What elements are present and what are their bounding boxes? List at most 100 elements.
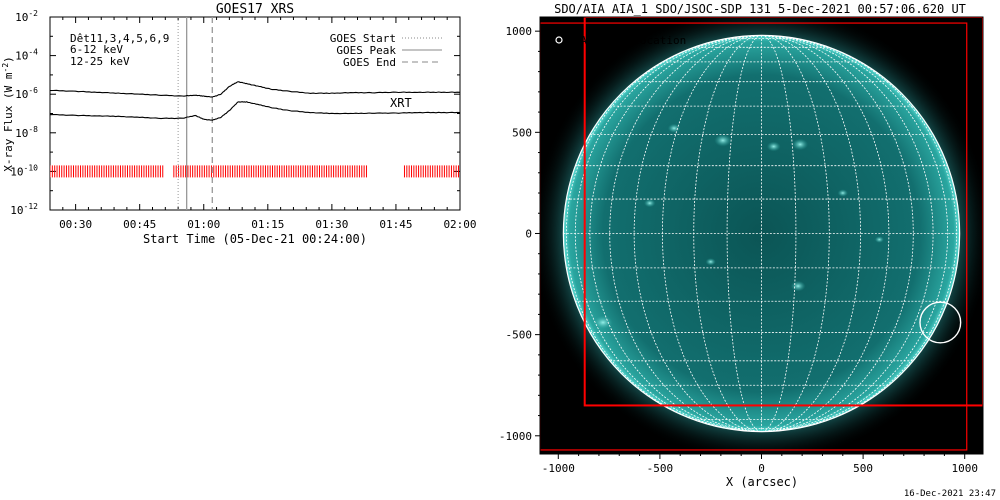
aia-title: SDO/AIA AIA_1 SDO/JSOC-SDP 131 5-Dec-202…	[554, 2, 966, 16]
aia-x-tick-label: 1000	[951, 462, 978, 475]
active-region	[593, 315, 613, 330]
longitude-line	[761, 35, 830, 432]
flare-legend-icon	[555, 36, 563, 44]
y-tick-label: 10-2	[15, 9, 38, 24]
longitude-line	[761, 35, 890, 432]
x-tick-label: 01:00	[187, 218, 220, 231]
aia-x-tick-label: -500	[647, 462, 674, 475]
legend-goes-start-label: GOES Start	[330, 32, 396, 45]
aia-y-tick-label: 1000	[506, 25, 533, 38]
y-axis-label: X-ray Flux (W m-2)	[1, 56, 15, 172]
legend-goes-end-label: GOES End	[343, 56, 396, 69]
goes-short-channel-line	[50, 101, 460, 121]
legend-right: GOES Start GOES Peak GOES End	[330, 32, 442, 69]
x-tick-label: 01:45	[379, 218, 412, 231]
y-tick-base: 10	[10, 204, 23, 217]
y-tick-exponent: -2	[28, 9, 38, 18]
y-axis-label-suffix: )	[2, 56, 15, 63]
active-region	[667, 123, 681, 133]
longitude-line	[566, 35, 762, 432]
y-tick-label: 10-6	[15, 86, 38, 101]
active-region	[705, 258, 716, 266]
aia-y-tick-label: 0	[525, 227, 532, 240]
x-axis-ticks: 00:30 00:45 01:00 01:15 01:30 01:45 02:00	[59, 17, 477, 231]
y-tick-label: 10-8	[15, 125, 38, 140]
aia-x-axis-label: X (arcsec)	[726, 475, 798, 489]
flare-location-circle	[919, 301, 962, 344]
legend-detectors: Dêt11,3,4,5,6,9	[70, 32, 169, 45]
active-region	[790, 280, 806, 292]
y-tick-base: 10	[15, 88, 28, 101]
longitude-line	[761, 35, 934, 432]
longitude-line	[761, 35, 948, 432]
longitude-line	[761, 35, 861, 432]
longitude-line	[575, 35, 762, 432]
aia-x-tick-label: 0	[758, 462, 765, 475]
y-tick-label: 10-4	[15, 48, 38, 63]
aia-y-tick-label: 500	[512, 126, 532, 139]
active-region	[766, 141, 781, 152]
longitude-line	[609, 35, 762, 432]
aia-legend: AIA flare location	[555, 34, 686, 47]
legend-left: Dêt11,3,4,5,6,9 6-12 keV 12-25 keV	[70, 32, 169, 68]
xrt-fov-inner-box	[583, 17, 983, 407]
goes-title: GOES17 XRS	[216, 2, 294, 17]
y-tick-base: 10	[10, 165, 23, 178]
x-tick-label: 01:30	[315, 218, 348, 231]
legend-6-12-kev: 6-12 keV	[70, 43, 123, 56]
footer-timestamp: 16-Dec-2021 23:47	[904, 489, 996, 499]
y-tick-exponent: -10	[24, 163, 39, 172]
y-tick-base: 10	[15, 11, 28, 24]
x-tick-label: 00:45	[123, 218, 156, 231]
x-tick-label: 02:00	[443, 218, 476, 231]
y-tick-exponent: -12	[24, 202, 39, 211]
longitude-line	[761, 35, 797, 432]
goes-series	[50, 81, 460, 121]
heliographic-grid	[563, 35, 960, 432]
y-axis-label-prefix: X-ray Flux (W m	[2, 72, 15, 172]
aia-x-tick-label: -1000	[542, 462, 575, 475]
aia-y-axis-ticks: 1000 500 0 -500 -1000	[499, 25, 540, 443]
longitude-line	[693, 35, 762, 432]
x-tick-label: 00:30	[59, 218, 92, 231]
aia-y-tick-label: -1000	[499, 430, 532, 443]
y-tick-base: 10	[15, 127, 28, 140]
active-region	[792, 138, 809, 151]
x-tick-label: 01:15	[251, 218, 284, 231]
goes-long-channel-line	[50, 81, 460, 98]
legend-12-25-kev: 12-25 keV	[70, 55, 130, 68]
longitude-line	[761, 35, 914, 432]
xrt-coverage-marks	[50, 165, 460, 178]
x-axis-label: Start Time (05-Dec-21 00:24:00)	[143, 232, 367, 246]
aia-x-tick-label: 500	[853, 462, 873, 475]
legend-goes-peak-label: GOES Peak	[336, 44, 396, 57]
active-region	[714, 134, 732, 147]
xrt-fov-outer-box	[540, 22, 968, 451]
longitude-line	[589, 35, 762, 432]
aia-panel: SDO/AIA AIA_1 SDO/JSOC-SDP 131 5-Dec-202…	[499, 2, 984, 489]
y-axis-label-exponent: -2	[1, 63, 10, 73]
active-region	[644, 199, 656, 208]
longitude-line	[662, 35, 762, 432]
y-tick-label: 10-10	[10, 163, 38, 178]
longitude-line	[726, 35, 762, 432]
goes-event-lines	[177, 17, 213, 210]
solar-limb-circle	[562, 34, 961, 433]
longitude-line	[633, 35, 762, 432]
y-tick-exponent: -8	[28, 125, 38, 134]
xrt-label: XRT	[390, 96, 412, 110]
flare-legend-label: AIA flare location	[567, 34, 686, 47]
xrt-fov-label: XRT FOV	[552, 422, 599, 435]
y-tick-exponent: -4	[28, 48, 38, 57]
aia-y-tick-label: -500	[506, 329, 533, 342]
y-tick-label: 10-12	[10, 202, 38, 217]
y-tick-base: 10	[15, 50, 28, 63]
y-tick-exponent: -6	[28, 86, 38, 95]
aia-x-axis-ticks: -1000 -500 0 500 1000	[542, 454, 978, 475]
longitude-line	[761, 35, 957, 432]
active-region	[874, 236, 884, 243]
active-region	[837, 189, 848, 197]
